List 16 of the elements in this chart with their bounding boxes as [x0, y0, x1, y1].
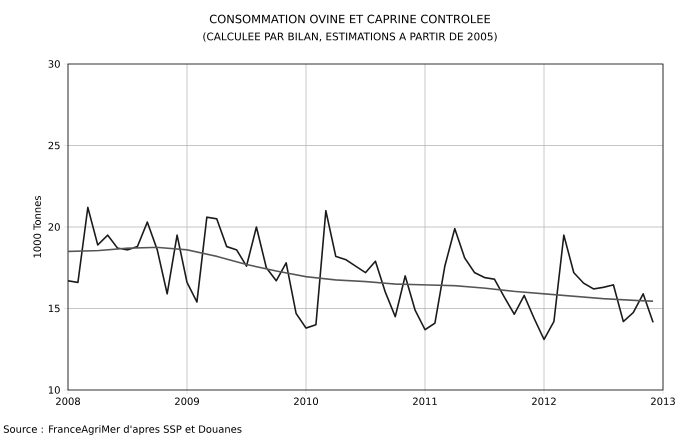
x-tick-label: 2013: [651, 398, 675, 406]
y-axis-title: 1000 Tonnes: [33, 196, 41, 258]
source-note: Source : FranceAgriMer d'apres SSP et Douanes: [4, 425, 242, 435]
x-tick-label: 2012: [532, 398, 556, 406]
y-tick-label: 25: [48, 142, 60, 150]
y-tick-label: 10: [48, 386, 60, 394]
y-tick-label: 20: [48, 223, 60, 231]
chart-subtitle: (CALCULEE PAR BILAN, ESTIMATIONS A PARTIR DE 2005): [203, 32, 497, 42]
x-tick-label: 2011: [413, 398, 437, 406]
x-tick-label: 2009: [175, 398, 199, 406]
line-series: [68, 206, 654, 340]
y-tick-label: 15: [48, 304, 60, 312]
x-tick-label: 2010: [294, 398, 318, 406]
x-tick-label: 2008: [56, 398, 80, 406]
chart-title: CONSOMMATION OVINE ET CAPRINE CONTROLEE: [210, 14, 490, 24]
y-tick-label: 30: [48, 60, 60, 68]
